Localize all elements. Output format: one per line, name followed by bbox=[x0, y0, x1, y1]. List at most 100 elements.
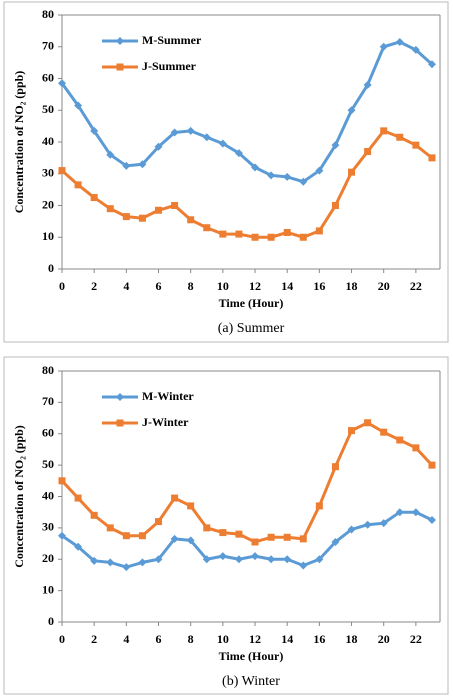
marker bbox=[331, 141, 340, 150]
marker bbox=[251, 233, 259, 241]
marker bbox=[187, 502, 195, 510]
marker bbox=[234, 149, 243, 158]
x-tick-label: 2 bbox=[91, 279, 97, 293]
marker bbox=[186, 536, 195, 545]
x-axis-label: Time (Hour) bbox=[219, 296, 284, 310]
marker bbox=[411, 45, 420, 54]
marker bbox=[395, 508, 404, 517]
y-axis-label: Concentration of NO₂ (ppb) bbox=[12, 71, 26, 214]
marker bbox=[138, 558, 147, 567]
x-tick-label: 20 bbox=[378, 279, 390, 293]
marker bbox=[379, 42, 388, 51]
y-tick-label: 10 bbox=[42, 582, 54, 596]
marker bbox=[396, 133, 404, 141]
x-tick-label: 14 bbox=[281, 632, 293, 646]
x-tick-label: 10 bbox=[217, 632, 229, 646]
marker bbox=[154, 555, 163, 564]
panel-frame bbox=[3, 1, 449, 343]
marker bbox=[315, 502, 323, 510]
x-tick-label: 22 bbox=[410, 632, 422, 646]
marker bbox=[187, 216, 195, 224]
y-tick-label: 0 bbox=[48, 614, 54, 628]
marker bbox=[58, 531, 66, 540]
x-tick-label: 18 bbox=[346, 632, 358, 646]
y-tick-label: 30 bbox=[42, 520, 54, 534]
marker bbox=[347, 106, 356, 115]
caption: (a) Summer bbox=[218, 321, 285, 336]
marker bbox=[331, 463, 339, 471]
x-tick-label: 6 bbox=[156, 279, 162, 293]
y-tick-label: 50 bbox=[42, 102, 54, 116]
y-tick-label: 40 bbox=[42, 488, 54, 502]
marker bbox=[267, 171, 276, 180]
y-tick-label: 70 bbox=[42, 39, 54, 53]
x-tick-label: 8 bbox=[188, 632, 194, 646]
x-axis-label: Time (Hour) bbox=[219, 649, 284, 663]
marker bbox=[267, 533, 275, 541]
marker bbox=[90, 556, 99, 565]
x-tick-label: 12 bbox=[249, 632, 261, 646]
marker bbox=[364, 148, 372, 156]
marker bbox=[203, 524, 211, 532]
marker bbox=[380, 428, 388, 436]
marker bbox=[90, 511, 98, 519]
marker bbox=[299, 535, 307, 543]
marker bbox=[74, 181, 82, 189]
marker bbox=[412, 141, 420, 149]
marker bbox=[155, 206, 163, 214]
marker bbox=[411, 508, 420, 517]
x-tick-label: 22 bbox=[410, 279, 422, 293]
y-tick-label: 80 bbox=[42, 363, 54, 377]
y-tick-label: 10 bbox=[42, 229, 54, 243]
marker bbox=[428, 154, 436, 162]
marker bbox=[74, 542, 83, 551]
marker bbox=[171, 494, 179, 502]
marker bbox=[315, 227, 323, 235]
marker bbox=[299, 561, 308, 570]
marker bbox=[331, 537, 340, 546]
x-tick-label: 4 bbox=[123, 632, 129, 646]
marker bbox=[106, 205, 114, 213]
marker bbox=[283, 533, 291, 541]
series-line bbox=[60, 40, 433, 184]
y-tick-label: 20 bbox=[42, 551, 54, 565]
legend-label: J-Summer bbox=[142, 59, 197, 73]
x-tick-label: 16 bbox=[313, 632, 325, 646]
y-tick-label: 60 bbox=[42, 426, 54, 440]
marker bbox=[170, 128, 179, 137]
marker bbox=[138, 214, 146, 222]
marker bbox=[74, 101, 83, 110]
caption: (b) Winter bbox=[222, 674, 280, 689]
marker bbox=[218, 139, 227, 148]
x-tick-label: 8 bbox=[188, 279, 194, 293]
x-tick-label: 20 bbox=[378, 632, 390, 646]
marker bbox=[186, 126, 195, 135]
marker bbox=[234, 555, 243, 564]
marker bbox=[235, 530, 243, 538]
y-tick-label: 30 bbox=[42, 166, 54, 180]
marker bbox=[380, 127, 388, 135]
x-tick-label: 6 bbox=[156, 632, 162, 646]
marker bbox=[283, 555, 292, 564]
marker bbox=[251, 552, 260, 561]
marker bbox=[122, 161, 131, 170]
marker bbox=[379, 519, 388, 528]
marker bbox=[348, 427, 356, 435]
marker bbox=[315, 555, 324, 564]
marker bbox=[90, 126, 99, 135]
legend-marker bbox=[116, 63, 124, 71]
x-tick-label: 0 bbox=[59, 279, 65, 293]
marker bbox=[122, 563, 131, 572]
x-tick-label: 4 bbox=[123, 279, 129, 293]
marker bbox=[363, 520, 372, 529]
marker bbox=[347, 525, 356, 534]
marker bbox=[427, 516, 436, 525]
marker bbox=[412, 444, 420, 452]
marker bbox=[364, 419, 372, 427]
marker bbox=[267, 555, 276, 564]
x-tick-label: 14 bbox=[281, 279, 293, 293]
marker bbox=[299, 233, 307, 241]
marker bbox=[58, 79, 66, 88]
y-axis-label: Concentration of NO₂ (ppb) bbox=[12, 425, 26, 568]
